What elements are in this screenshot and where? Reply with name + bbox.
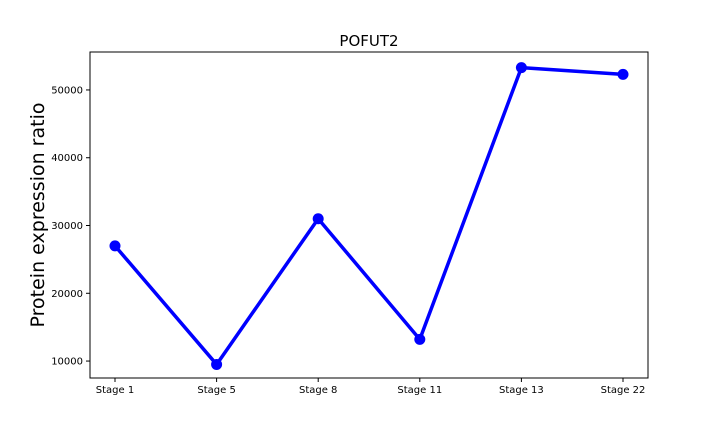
data-point [109, 240, 121, 252]
plot-area [89, 51, 649, 379]
series-group [109, 62, 629, 370]
data-point [312, 213, 324, 225]
data-point [515, 62, 527, 74]
y-tick-label: 10000 [51, 357, 83, 368]
x-tick-label: Stage 8 [299, 385, 337, 396]
series-line [113, 65, 624, 367]
x-axis: Stage 1 Stage 5 Stage 8 Stage 11 Stage 13 Sta… [96, 378, 646, 396]
x-tick-label: Stage 5 [197, 385, 235, 396]
y-tick-label: 50000 [51, 85, 83, 96]
y-axis-label: Protein expression ratio [27, 103, 49, 328]
x-tick-label: Stage 1 [96, 385, 134, 396]
y-tick-label: 40000 [51, 153, 83, 164]
x-tick-label: Stage 11 [397, 385, 442, 396]
data-point [211, 358, 223, 370]
y-tick-label: 20000 [51, 289, 83, 300]
data-point [617, 68, 629, 80]
chart-title: POFUT2 [339, 32, 398, 50]
y-axis: 10000 20000 30000 40000 50000 [51, 85, 90, 368]
x-tick-label: Stage 13 [499, 385, 544, 396]
data-point [414, 333, 426, 345]
y-tick-label: 30000 [51, 221, 83, 232]
x-tick-label: Stage 22 [601, 385, 646, 396]
